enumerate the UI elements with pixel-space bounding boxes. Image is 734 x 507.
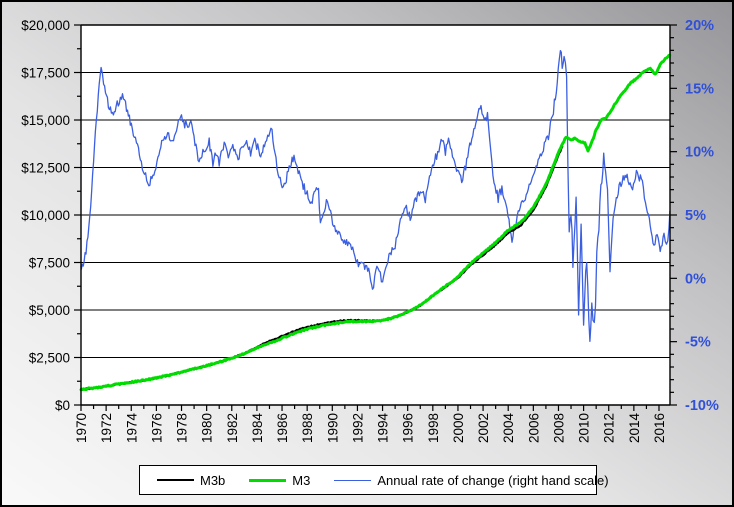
svg-text:0%: 0%	[685, 271, 706, 287]
svg-text:$17,500: $17,500	[21, 66, 70, 81]
svg-text:1984: 1984	[250, 413, 265, 444]
rate-line-sample	[334, 479, 372, 481]
svg-text:$20,000: $20,000	[21, 18, 70, 33]
svg-text:1978: 1978	[175, 413, 190, 443]
svg-text:2010: 2010	[577, 413, 592, 443]
legend-label-m3b: M3b	[200, 472, 226, 488]
svg-text:2008: 2008	[551, 413, 566, 443]
m3-line	[79, 53, 672, 392]
svg-text:1970: 1970	[74, 413, 89, 443]
svg-text:1992: 1992	[350, 413, 365, 443]
svg-text:1976: 1976	[149, 413, 164, 443]
legend: M3b M3 Annual rate of change (right hand…	[139, 465, 609, 495]
svg-text:$10,000: $10,000	[21, 208, 70, 223]
svg-text:1990: 1990	[325, 413, 340, 443]
svg-text:$15,000: $15,000	[21, 113, 70, 128]
m3-line-sample	[249, 478, 287, 482]
m3b-line-sample	[157, 479, 194, 481]
svg-text:2016: 2016	[652, 413, 667, 443]
legend-item-m3b: M3b	[157, 473, 225, 488]
svg-text:1994: 1994	[376, 413, 391, 444]
legend-item-m3: M3	[249, 473, 310, 488]
svg-text:10%: 10%	[685, 145, 714, 161]
svg-text:$2,500: $2,500	[29, 351, 70, 366]
svg-text:1974: 1974	[124, 413, 139, 444]
svg-text:5%: 5%	[685, 208, 706, 224]
annual-line	[80, 49, 671, 342]
left-axis-labels: $20,000 $17,500 $15,000 $12,500 $10,000 $7,50…	[21, 18, 70, 413]
svg-text:2012: 2012	[602, 413, 617, 443]
svg-text:-5%: -5%	[685, 335, 711, 351]
svg-text:$12,500: $12,500	[21, 161, 70, 176]
svg-text:20%: 20%	[685, 18, 714, 34]
legend-label-m3: M3	[292, 472, 311, 488]
legend-label-rate: Annual rate of change (right hand scale)	[377, 472, 609, 488]
svg-text:$0: $0	[55, 398, 70, 413]
svg-text:2002: 2002	[476, 413, 491, 443]
svg-text:2000: 2000	[451, 413, 466, 443]
svg-text:1996: 1996	[401, 413, 416, 443]
svg-text:-10%: -10%	[685, 398, 719, 414]
svg-text:$5,000: $5,000	[29, 303, 70, 318]
x-axis-labels: 1970 1972 1974 1976 1978 1980 1982 1984 1986 1988…	[74, 413, 667, 444]
svg-text:$7,500: $7,500	[29, 256, 70, 271]
svg-text:15%: 15%	[685, 81, 714, 97]
svg-text:2006: 2006	[526, 413, 541, 443]
svg-text:2004: 2004	[501, 413, 516, 444]
svg-text:2014: 2014	[627, 413, 642, 444]
svg-text:1980: 1980	[200, 413, 215, 443]
svg-text:1982: 1982	[225, 413, 240, 443]
svg-text:1972: 1972	[99, 413, 114, 443]
series-lines	[79, 49, 672, 392]
right-axis-labels: 20% 15% 10% 5% 0% -5% -10%	[685, 18, 719, 414]
svg-text:1986: 1986	[275, 413, 290, 443]
svg-text:1998: 1998	[426, 413, 441, 443]
legend-item-rate: Annual rate of change (right hand scale)	[334, 472, 609, 488]
tick-marks	[74, 24, 677, 411]
svg-text:1988: 1988	[300, 413, 315, 443]
